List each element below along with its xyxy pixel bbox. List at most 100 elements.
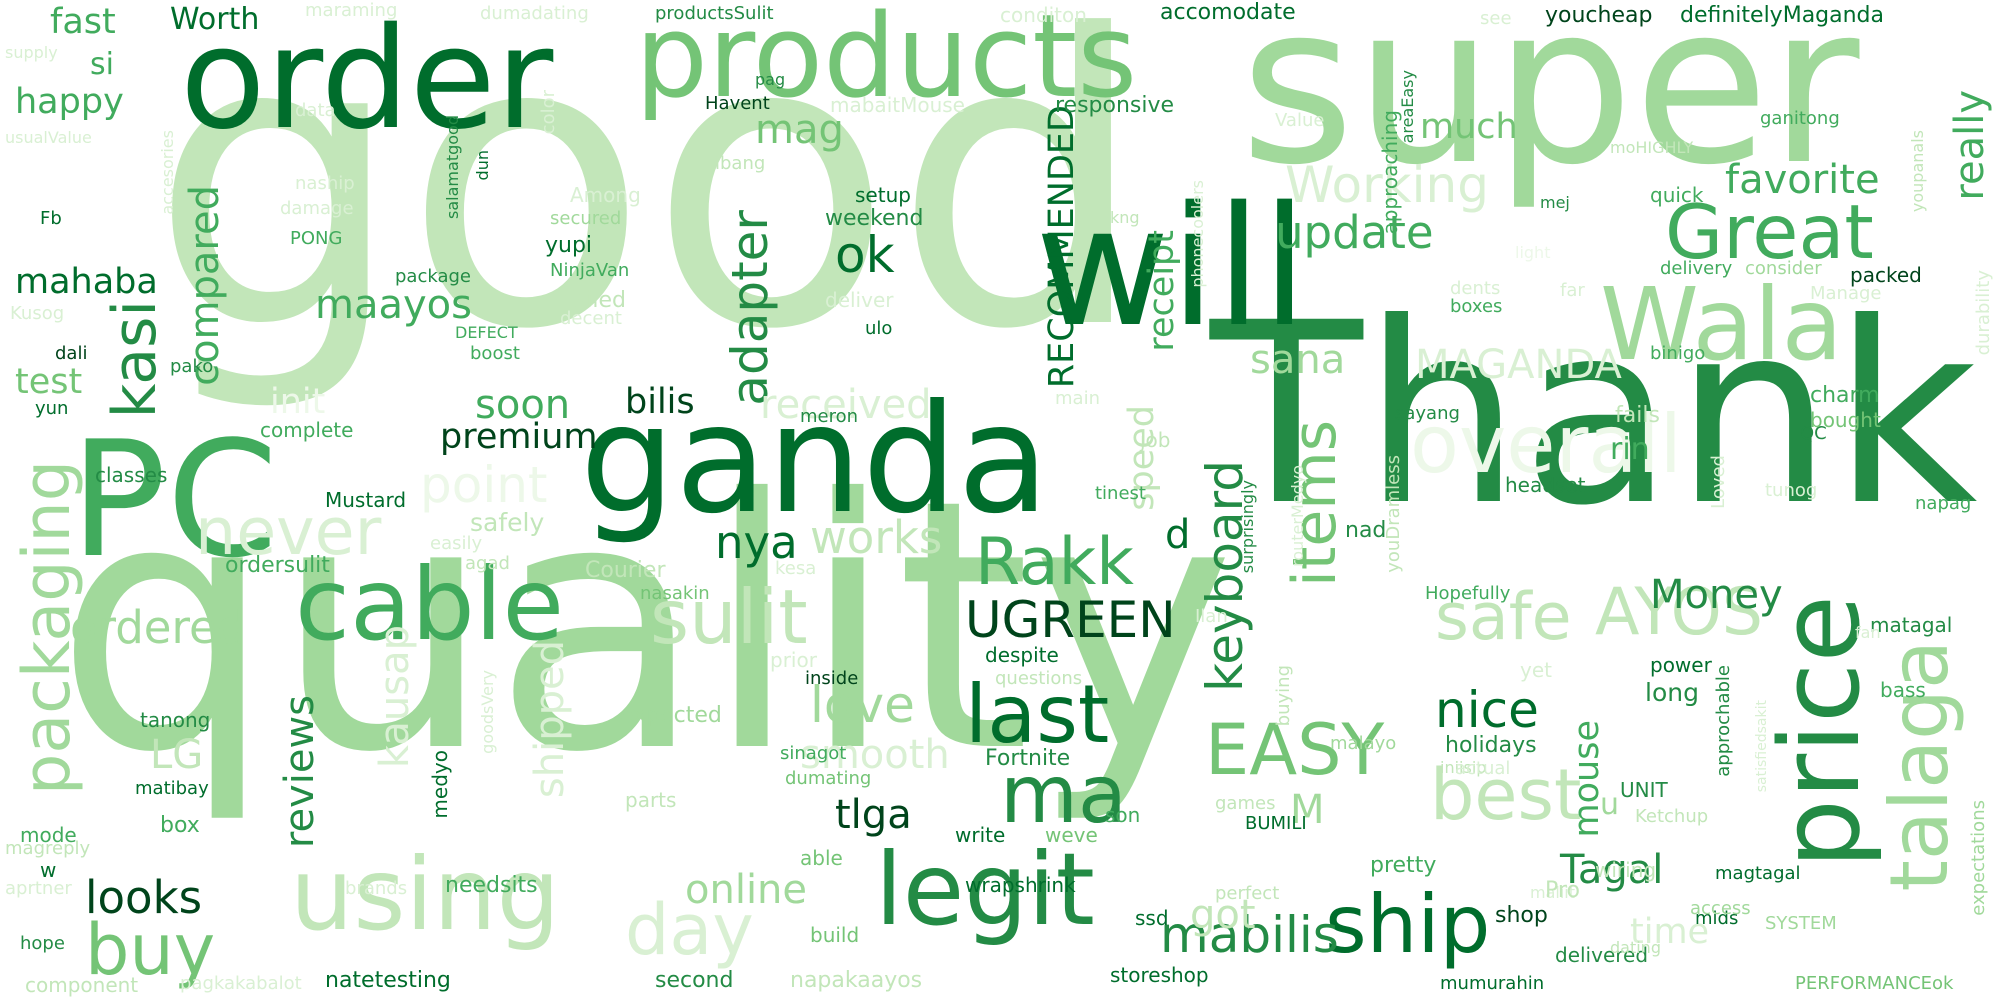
word-youdramless: youDramless (1383, 455, 1404, 573)
word-wala: Wala (1600, 266, 1843, 383)
word-shop: shop (1495, 903, 1548, 928)
word-wiring: wiring (1595, 858, 1657, 882)
word-mej: mej (1540, 193, 1570, 212)
word-ganitong: ganitong (1760, 108, 1840, 129)
word-day: day (625, 889, 754, 971)
word-binigo: binigo (1650, 343, 1706, 364)
word-havent: Havent (705, 93, 770, 114)
word-maayos: maayos (315, 282, 472, 328)
word-test: test (15, 362, 83, 402)
word-aprtner: aprtner (5, 878, 72, 899)
word-nice: nice (1435, 681, 1539, 739)
word-goodsvery: goodsVery (478, 670, 497, 754)
word-buying: buying (1273, 665, 1294, 727)
word-consider: consider (1745, 258, 1822, 279)
word-boost: boost (470, 343, 520, 364)
word-much: much (1420, 107, 1518, 147)
word-sayang: sayang (1395, 403, 1460, 424)
word-u: u (1600, 787, 1620, 822)
word-parts: parts (625, 788, 677, 812)
word-package: package (395, 266, 471, 287)
word-fortnite: Fortnite (985, 746, 1071, 771)
word-tanong: tanong (140, 708, 211, 732)
word-d: d (1165, 512, 1191, 558)
word-si: si (90, 47, 114, 82)
word-online: online (685, 867, 808, 913)
word-tunog: tunog (1765, 480, 1818, 501)
word-definitelymaganda: definitelyMaganda (1680, 3, 1885, 28)
word-w: w (40, 858, 57, 882)
word-mabilis: mabilis (1160, 906, 1339, 964)
word-far: far (1560, 280, 1585, 301)
word-power: power (1650, 653, 1712, 677)
word-soon: soon (475, 382, 571, 428)
word-nad: nad (1345, 518, 1387, 543)
word-fails: fails (1615, 403, 1660, 428)
word-damage: damage (280, 198, 354, 219)
word-rakk: Rakk (975, 525, 1134, 600)
word-conditon: conditon (1000, 3, 1087, 27)
word-never: never (195, 495, 382, 570)
word-time: time (1630, 912, 1710, 952)
word-ibang: ibang (715, 153, 766, 174)
word-ship: ship (1325, 878, 1491, 971)
word-recommended: RECOMMENDED (1042, 105, 1082, 389)
word-kesa: kesa (775, 558, 817, 579)
word-usualvalue: usualValue (5, 128, 92, 147)
word-youpanals: youpanals (1908, 130, 1927, 213)
word-works: works (810, 511, 943, 564)
word-expected: expected (620, 703, 722, 728)
word-inside: inside (805, 668, 859, 689)
word-pro: Pro (1545, 878, 1580, 903)
word-pako: pako (170, 356, 214, 377)
word-holidays: holidays (1445, 733, 1537, 758)
word-long: long (1645, 678, 1699, 707)
word-storeshop: storeshop (1110, 963, 1209, 987)
word-supply: supply (5, 43, 58, 62)
word-quick: quick (1650, 183, 1704, 207)
word-headset: headset (1505, 473, 1586, 497)
word-ok: ok (835, 226, 895, 284)
word-lg: LG (150, 732, 204, 778)
word-son: son (1105, 803, 1141, 827)
word-bilis: bilis (625, 382, 695, 422)
word-complete: complete (260, 418, 354, 442)
word-quality: quality (55, 427, 1236, 828)
word-classes: classes (95, 463, 168, 487)
word-ilan: Ilan (1195, 606, 1228, 627)
word-pretty: pretty (1370, 853, 1437, 878)
word-dents: dents (1450, 278, 1501, 299)
word-premium: premium (440, 417, 598, 457)
word-using: using (290, 836, 561, 953)
word-great: Great (1665, 188, 1874, 276)
word-satisfiedsakit: satisfiedsakit (1754, 700, 1770, 793)
word-love: love (810, 676, 915, 734)
word-mumurahin: mumurahin (1440, 973, 1545, 994)
word-sana: sana (1250, 337, 1346, 383)
word-dali: dali (55, 343, 88, 364)
word-charm: charm (1810, 383, 1880, 408)
word-pag: pag (755, 70, 786, 89)
word-got: got (1190, 892, 1256, 938)
word-packed: packed (1850, 263, 1922, 287)
word-delivered: delivered (1555, 943, 1649, 967)
word-receipt: receipt (1142, 230, 1182, 352)
word-despite: despite (985, 643, 1059, 667)
word-bumili: BUMILI (1245, 813, 1307, 834)
word-super: super (1240, 0, 1860, 213)
word-ma: ma (1000, 748, 1127, 841)
word-order: order (180, 0, 554, 161)
word-delivery: delivery (1660, 258, 1733, 279)
word-ganda: ganda (580, 373, 1050, 547)
word-component: component (25, 973, 139, 997)
word-agad: agad (465, 553, 510, 574)
word-ayos: AYOS (1595, 575, 1763, 650)
word-kusog: Kusog (10, 303, 65, 324)
word-kng: kng (1110, 208, 1140, 227)
word-mode: mode (20, 823, 77, 847)
word-nya: nya (715, 516, 798, 569)
word-wrapshrink: wrapshrink (965, 873, 1076, 897)
word-brands: brands (345, 878, 408, 899)
word-pc: PC (70, 406, 279, 593)
word-loved: Loved (1708, 455, 1729, 509)
